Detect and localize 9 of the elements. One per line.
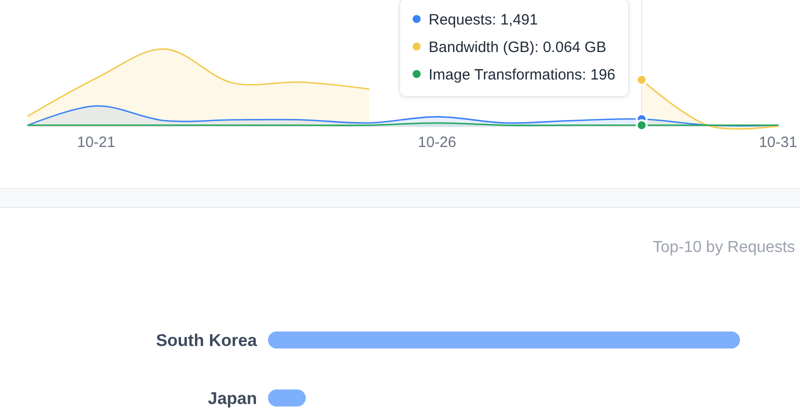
x-tick-label: 10-31 <box>758 134 798 151</box>
y-tick-label: Japan <box>208 389 257 408</box>
x-tick-label: 10-21 <box>76 134 116 151</box>
text: Requests: 1,491 <box>428 12 538 28</box>
x-tick-label: 10-26 <box>418 134 456 151</box>
chart-title: Top-10 by Requests <box>652 239 795 256</box>
annotation: Bandwidth (GB): 0.064 GB <box>428 39 606 56</box>
annotation: Image Transformations: 196 <box>428 66 616 84</box>
y-tick-label: South Korea <box>156 331 258 350</box>
